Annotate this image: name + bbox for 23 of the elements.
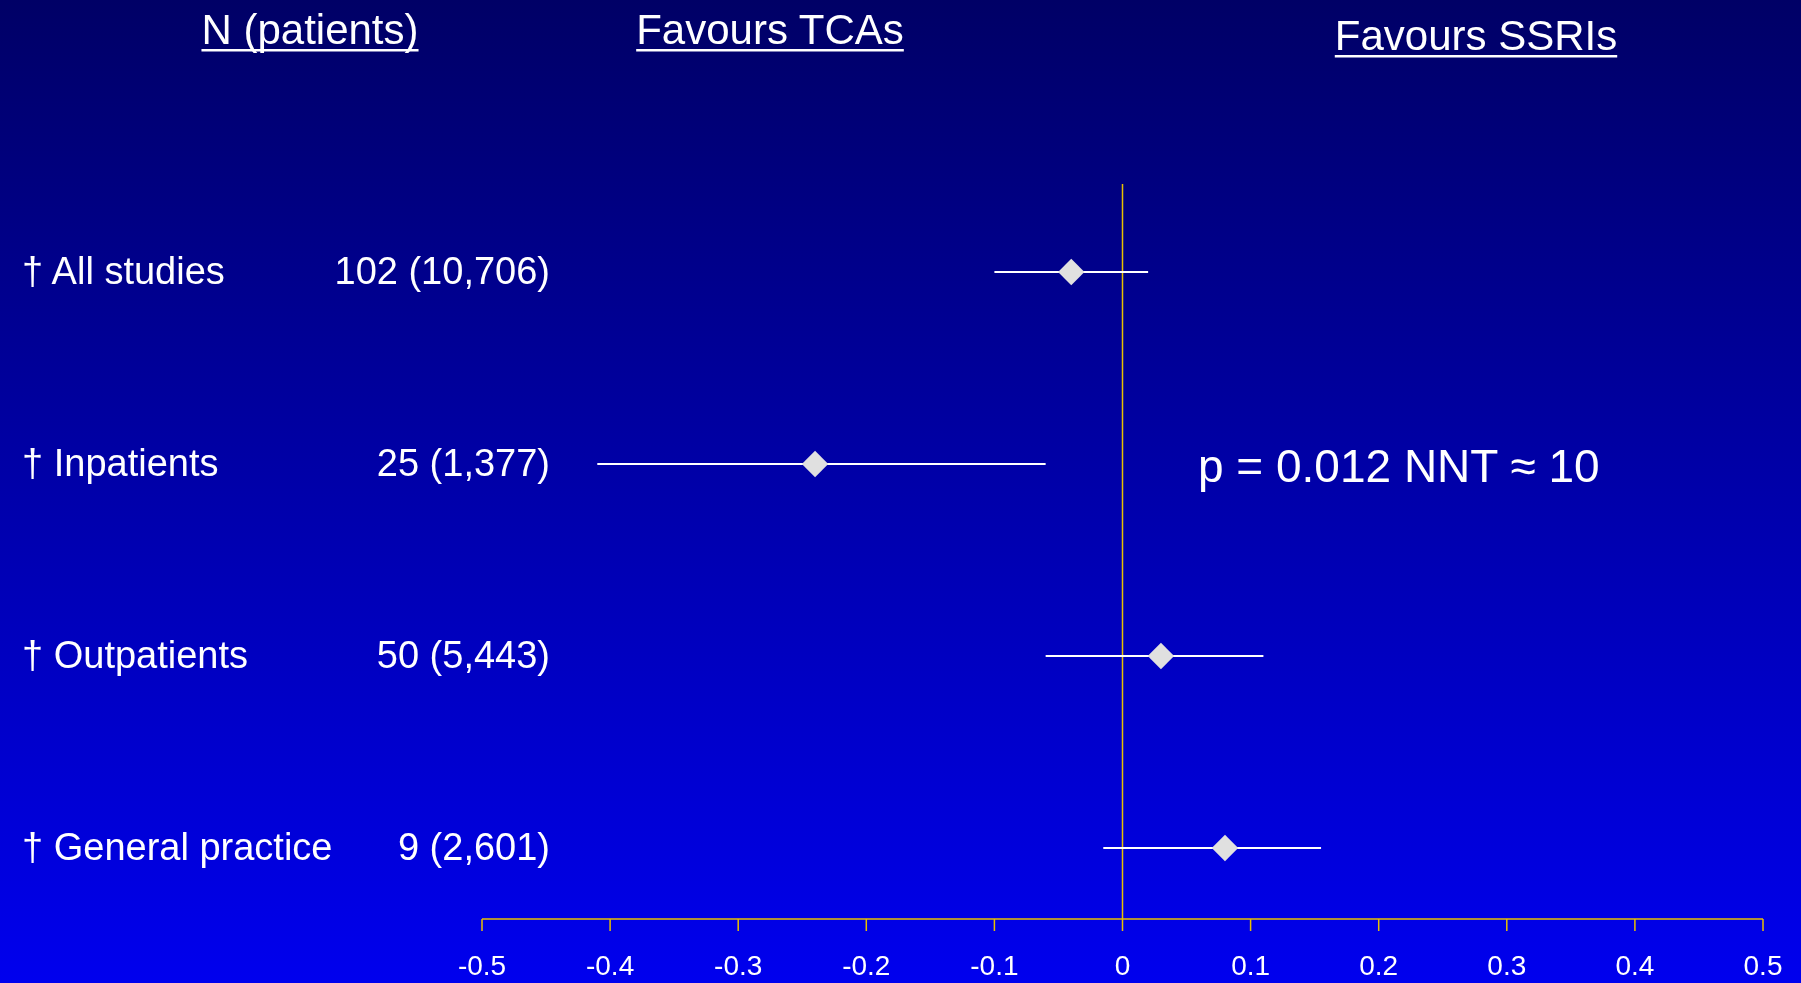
annotation: 25 (1,377) <box>376 442 550 484</box>
y-tick-label: † General practice <box>22 826 333 868</box>
x-tick-label: -0.3 <box>714 950 763 981</box>
x-tick-label: 0.2 <box>1359 950 1399 981</box>
annotation: 102 (10,706) <box>334 250 550 292</box>
x-tick-label: -0.5 <box>457 950 507 981</box>
x-tick-label: -0.4 <box>585 950 635 981</box>
x-tick-label: 0.4 <box>1615 950 1655 981</box>
x-tick-label: -0.1 <box>970 950 1019 981</box>
x-tick-label: 0.1 <box>1231 950 1271 981</box>
y-tick-label: † All studies <box>22 250 225 292</box>
text: N (patients) <box>201 6 419 53</box>
x-tick-label: 0 <box>1114 950 1131 981</box>
annotation: 50 (5,443) <box>376 634 550 676</box>
x-tick-label: 0.5 <box>1743 950 1783 981</box>
text: Favours SSRIs <box>1334 12 1618 59</box>
x-tick-label: -0.2 <box>842 950 891 981</box>
annotation: p = 0.012 NNT ≈ 10 <box>1198 440 1600 492</box>
text: Favours TCAs <box>636 6 904 53</box>
annotation: 9 (2,601) <box>397 826 550 868</box>
y-tick-label: † Outpatients <box>22 634 249 676</box>
y-tick-label: † Inpatients <box>22 442 219 484</box>
x-tick-label: 0.3 <box>1487 950 1527 981</box>
